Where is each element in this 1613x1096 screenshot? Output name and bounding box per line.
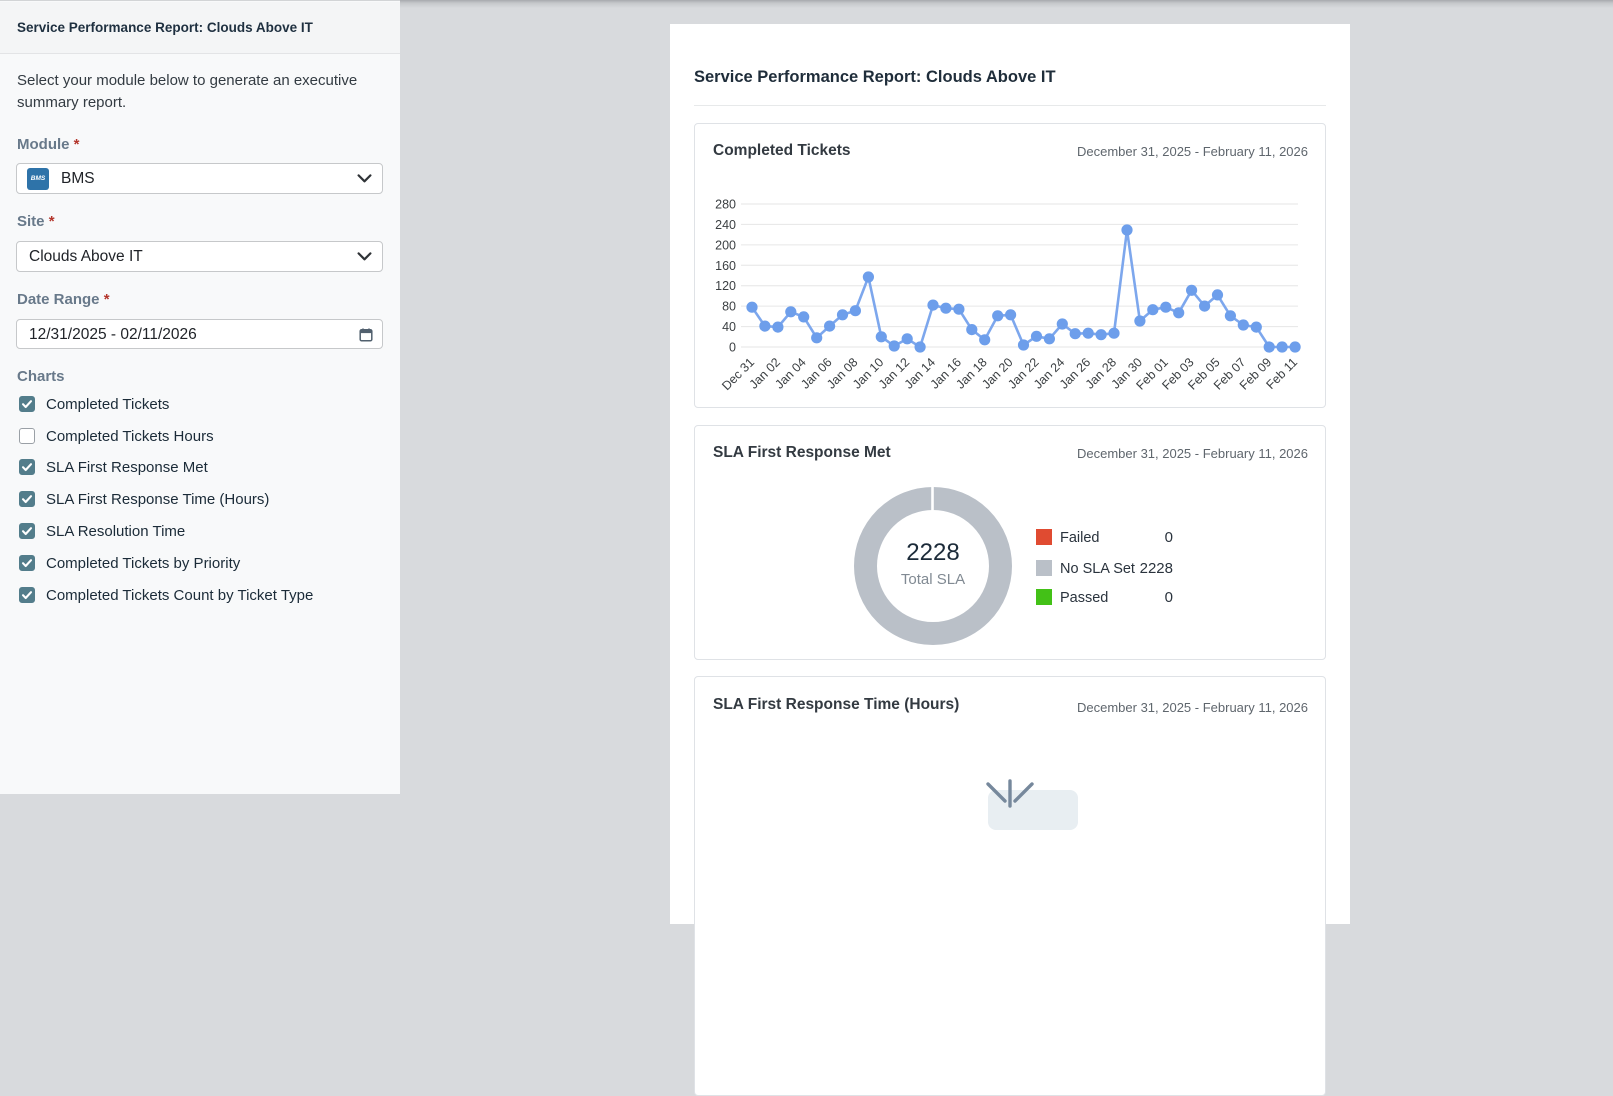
svg-text:80: 80 <box>722 300 736 314</box>
svg-text:280: 280 <box>715 198 736 212</box>
svg-text:240: 240 <box>715 218 736 232</box>
svg-text:40: 40 <box>722 320 736 334</box>
svg-text:120: 120 <box>715 279 736 293</box>
svg-text:0: 0 <box>729 341 736 355</box>
svg-text:160: 160 <box>715 259 736 273</box>
svg-text:200: 200 <box>715 238 736 252</box>
